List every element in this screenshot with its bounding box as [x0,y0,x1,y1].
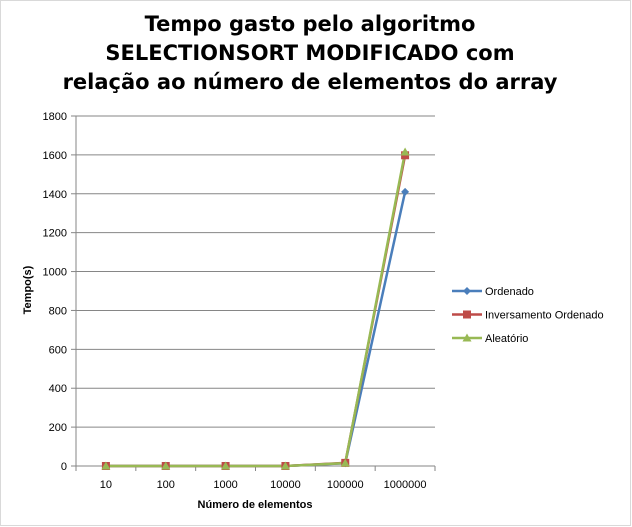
x-tick-labels: 10 100 1000 10000 100000 1000000 [100,479,427,491]
chart-title: Tempo gasto pelo algoritmo SELECTIONSORT… [62,12,558,94]
x-tick-label: 1000 [213,479,237,491]
legend-label: Ordenado [485,286,534,298]
data-point-2-4 [340,458,350,467]
y-tick-label: 400 [49,383,67,395]
x-tick-label: 100 [157,479,175,491]
y-tick-label: 1200 [43,228,67,240]
y-tick-label: 600 [49,344,67,356]
data-point-2-0 [101,461,111,470]
legend-marker [463,287,471,295]
y-axis-title: Tempo(s) [22,265,34,314]
data-point-2-2 [221,461,231,470]
legend-marker [462,333,472,342]
x-tick-label: 100000 [327,479,364,491]
y-tick-labels: 0 200 400 600 800 1000 1200 1400 1600 1800 [43,111,67,473]
x-tick-label: 1000000 [384,479,427,491]
legend-item-1: Inversamento Ordenado [452,310,604,322]
x-axis-title: Número de elementos [198,499,313,511]
y-tick-label: 800 [49,305,67,317]
data-point-2-1 [161,461,171,470]
legend-label: Aleatório [485,333,528,345]
y-tick-label: 0 [61,461,67,473]
data-point-0-5 [401,187,410,196]
series-lines [105,151,407,468]
legend-item-2: Aleatório [452,333,528,345]
series-markers [101,147,410,470]
series-line-2 [105,151,407,468]
y-tick-label: 1000 [43,267,67,279]
legend-marker [463,310,471,319]
legend-label: Inversamento Ordenado [485,310,604,322]
axes [75,116,436,471]
legend: Ordenado Inversamento Ordenado Aleatório [452,286,604,345]
data-point-2-3 [280,461,290,470]
y-tick-label: 1800 [43,111,67,123]
data-point-2-5 [400,147,410,156]
gridlines [71,115,435,467]
y-tick-label: 1400 [43,189,67,201]
y-tick-label: 1600 [43,150,67,162]
x-tick-label: 10 [100,479,112,491]
legend-item-0: Ordenado [452,286,534,298]
x-tick-label: 10000 [270,479,301,491]
y-tick-label: 200 [49,422,67,434]
